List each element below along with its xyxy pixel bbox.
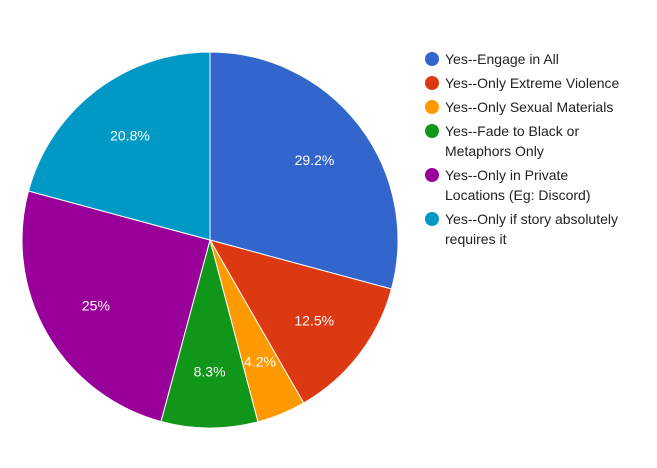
legend-item-1[interactable]: Yes--Engage in All xyxy=(425,51,559,67)
legend-label: Yes--Only in Private Locations (Eg: Disco… xyxy=(445,167,591,203)
legend-item-3[interactable]: Yes--Only Sexual Materials xyxy=(425,99,613,115)
legend-swatch-icon xyxy=(425,52,439,66)
legend-swatch-icon xyxy=(425,100,439,114)
legend-item-5[interactable]: Yes--Only in Private Locations (Eg: Disco… xyxy=(425,167,591,203)
slice-label-1: 29.2% xyxy=(295,152,335,168)
legend-label: Yes--Only if story absolutely requires it xyxy=(445,211,618,247)
pie-slice-1[interactable] xyxy=(209,51,399,290)
legend-label: Yes--Only Extreme Violence xyxy=(445,75,620,91)
legend-swatch-icon xyxy=(425,124,439,138)
legend-label: Yes--Engage in All xyxy=(445,51,559,67)
legend-item-4[interactable]: Yes--Fade to Black or Metaphors Only xyxy=(425,123,579,159)
legend-swatch-icon xyxy=(425,168,439,182)
pie-slice-2[interactable] xyxy=(208,239,393,404)
slice-label-4: 8.3% xyxy=(194,364,226,380)
legend-label: Yes--Only Sexual Materials xyxy=(445,99,613,115)
pie-slice-5[interactable] xyxy=(21,190,211,423)
slice-label-2: 12.5% xyxy=(294,312,334,328)
legend-item-2[interactable]: Yes--Only Extreme Violence xyxy=(425,75,620,91)
legend-item-6[interactable]: Yes--Only if story absolutely requires it xyxy=(425,211,618,247)
slice-label-5: 25% xyxy=(82,298,110,314)
legend: Yes--Engage in All Yes--Only Extreme Viol… xyxy=(425,51,620,247)
slice-label-3: 4.2% xyxy=(244,354,276,370)
legend-label: Yes--Fade to Black or Metaphors Only xyxy=(445,123,579,159)
legend-swatch-icon xyxy=(425,76,439,90)
pie-slice-4[interactable] xyxy=(160,238,259,429)
pie-slice-6[interactable] xyxy=(27,51,211,241)
slice-label-6: 20.8% xyxy=(110,128,150,144)
legend-swatch-icon xyxy=(425,212,439,226)
pie-slices xyxy=(21,51,399,429)
pie-slice-labels: 29.2% 12.5% 4.2% 8.3% 25% 20.8% xyxy=(82,128,334,380)
